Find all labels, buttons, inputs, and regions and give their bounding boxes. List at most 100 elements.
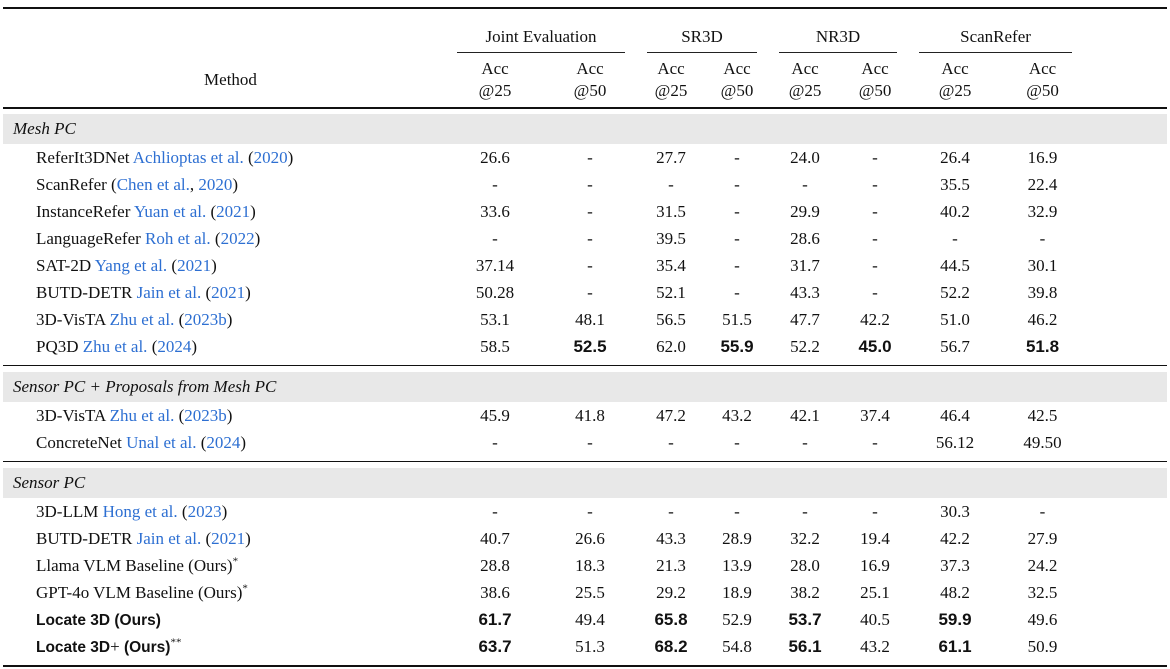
citation-link[interactable]: Jain et al. (136, 528, 202, 548)
citation-link[interactable]: Yang et al. (94, 255, 168, 275)
citation-link[interactable]: 2023b (184, 309, 227, 329)
value-cell: - (492, 228, 498, 248)
spacer (1085, 525, 1167, 552)
threshold-label: @50 (1026, 81, 1059, 100)
method-label-part: , (189, 174, 199, 194)
value-cell: 32.5 (1027, 582, 1058, 602)
value-cell: - (734, 282, 740, 302)
method-cell: BUTD-DETR Jain et al. (2021) (3, 279, 448, 306)
method-cell: 3D-VisTA Zhu et al. (2023b) (3, 306, 448, 333)
value-cell: 35.5 (940, 174, 970, 194)
method-label-part: Locate 3D (36, 638, 111, 656)
table-row: InstanceRefer Yuan et al. (2021) 33.6 - 31.… (3, 198, 1167, 225)
col-group-label: NR3D (779, 27, 898, 53)
method-label-part: InstanceRefer (36, 201, 135, 221)
subheader-sr3d-at25: Acc @25 (638, 53, 704, 109)
value-cell: 65.8 (654, 609, 688, 629)
method-label-part: SAT-2D (36, 255, 95, 275)
citation-link[interactable]: Achlioptas et al. (132, 147, 244, 167)
citation-link[interactable]: Chen et al. (116, 174, 190, 194)
citation-link[interactable]: 2021 (216, 201, 251, 221)
method-label-part: ) (226, 405, 233, 425)
method-label-part: 3D-VisTA (36, 309, 110, 329)
value-cell: 38.6 (480, 582, 510, 602)
citation-link[interactable]: 2024 (157, 336, 192, 356)
citation-link[interactable]: Zhu et al. (109, 405, 175, 425)
citation-link[interactable]: 2024 (206, 432, 241, 452)
value-cell: 42.1 (790, 405, 820, 425)
citation-link[interactable]: 2022 (220, 228, 255, 248)
citation-link[interactable]: 2020 (253, 147, 288, 167)
value-cell: - (734, 432, 740, 452)
col-group-scanrefer: ScanRefer (910, 8, 1085, 53)
value-cell: - (872, 201, 878, 221)
method-label-part: ** (170, 635, 182, 648)
value-cell: 26.6 (575, 528, 605, 548)
method-cell: Locate 3D+ (Ours)** (3, 633, 448, 660)
value-cell: - (492, 432, 498, 452)
citation-link[interactable]: 2021 (211, 282, 246, 302)
spacer (1085, 333, 1167, 360)
value-cell: 29.2 (656, 582, 686, 602)
value-cell: - (734, 501, 740, 521)
value-cell: 29.9 (790, 201, 820, 221)
value-cell: 46.4 (940, 405, 970, 425)
value-cell: 30.1 (1027, 255, 1058, 275)
value-cell: 52.9 (722, 609, 752, 629)
subheader-nr3d-at25: Acc @25 (770, 53, 841, 109)
method-cell: InstanceRefer Yuan et al. (2021) (3, 198, 448, 225)
value-cell: 56.12 (935, 432, 975, 452)
value-cell: 30.3 (940, 501, 970, 521)
value-cell: - (872, 432, 878, 452)
citation-link[interactable]: 2020 (198, 174, 233, 194)
value-cell: 50.28 (475, 282, 515, 302)
value-cell: - (734, 255, 740, 275)
value-cell: 25.5 (575, 582, 605, 602)
table-row: 3D-VisTA Zhu et al. (2023b) 45.9 41.8 47.2 4… (3, 402, 1167, 429)
value-cell: 43.2 (860, 636, 890, 656)
value-cell: 27.7 (656, 147, 686, 167)
value-cell: - (668, 432, 674, 452)
method-label-part: ) (287, 147, 294, 167)
value-cell: - (587, 174, 593, 194)
method-label-part: ( (201, 528, 212, 548)
method-label-part: ) (232, 174, 239, 194)
value-cell: 37.4 (860, 405, 890, 425)
value-cell: 68.2 (654, 636, 688, 656)
value-cell: 40.5 (860, 609, 890, 629)
spacer (1085, 429, 1167, 456)
value-cell: 48.1 (575, 309, 605, 329)
citation-link[interactable]: 2023b (184, 405, 227, 425)
spacer (1085, 552, 1167, 579)
citation-link[interactable]: Yuan et al. (134, 201, 207, 221)
subheader-scanrefer-at50: Acc @50 (1000, 53, 1086, 109)
citation-link[interactable]: 2021 (177, 255, 212, 275)
value-cell: 55.9 (720, 336, 754, 356)
citation-link[interactable]: Hong et al. (102, 501, 178, 521)
citation-link[interactable]: 2021 (211, 528, 246, 548)
citation-link[interactable]: Zhu et al. (109, 309, 175, 329)
citation-link[interactable]: Unal et al. (126, 432, 197, 452)
value-cell: - (872, 282, 878, 302)
value-cell: 58.5 (480, 336, 510, 356)
table-row: ConcreteNet Unal et al. (2024) - - - - - - 56.1… (3, 429, 1167, 456)
value-cell: - (1039, 228, 1046, 248)
method-label-part: ) (250, 201, 256, 221)
section-title: Sensor PC + Proposals from Mesh PC (3, 372, 1168, 402)
citation-link[interactable]: Roh et al. (145, 228, 211, 248)
method-label-part: ) (245, 528, 251, 548)
spacer (1085, 402, 1167, 429)
section-header-row: Sensor PC + Proposals from Mesh PC (3, 372, 1168, 402)
citation-link[interactable]: 2023 (187, 501, 222, 521)
subheader-sr3d-at50: Acc @50 (704, 53, 771, 109)
value-cell: - (587, 255, 593, 275)
value-cell: 51.5 (722, 309, 752, 329)
table-row: 3D-LLM Hong et al. (2023) - - - - - - 30.3 - (3, 498, 1167, 525)
value-cell: 28.8 (480, 555, 510, 575)
value-cell: 18.3 (575, 555, 605, 575)
citation-link[interactable]: Jain et al. (136, 282, 202, 302)
threshold-label: @50 (573, 81, 607, 100)
citation-link[interactable]: Zhu et al. (82, 336, 148, 356)
method-cell: ConcreteNet Unal et al. (2024) (3, 429, 448, 456)
value-cell: - (587, 432, 593, 452)
